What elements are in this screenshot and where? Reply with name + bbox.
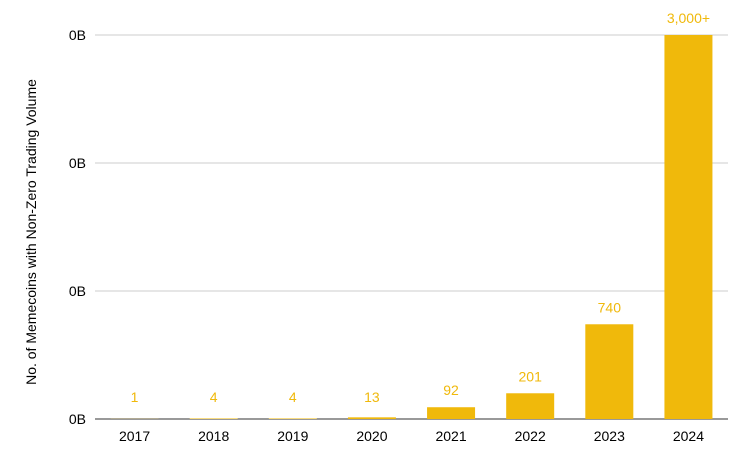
data-label: 740 <box>598 299 622 315</box>
bar <box>585 324 634 419</box>
y-axis-title: No. of Memecoins with Non-Zero Trading V… <box>23 79 39 385</box>
x-tick-label: 2019 <box>277 428 308 444</box>
x-tick-label: 2023 <box>594 428 625 444</box>
bar <box>664 35 713 419</box>
data-label: 4 <box>289 389 297 405</box>
y-tick-label: 0B <box>69 411 86 427</box>
bar <box>347 417 396 419</box>
y-tick-label: 0B <box>69 155 86 171</box>
x-tick-label: 2022 <box>515 428 546 444</box>
x-tick-label: 2018 <box>198 428 229 444</box>
bar <box>427 407 476 419</box>
x-tick-label: 2020 <box>356 428 387 444</box>
data-label: 13 <box>364 389 380 405</box>
data-label: 3,000+ <box>667 10 710 26</box>
x-tick-label: 2024 <box>673 428 704 444</box>
x-tick-label: 2017 <box>119 428 150 444</box>
y-tick-label: 0B <box>69 283 86 299</box>
x-tick-label: 2021 <box>435 428 466 444</box>
data-label: 92 <box>443 382 459 398</box>
data-label: 4 <box>210 389 218 405</box>
bar <box>268 418 317 419</box>
data-label: 1 <box>131 389 139 405</box>
y-tick-label: 0B <box>69 27 86 43</box>
data-label: 201 <box>519 368 543 384</box>
bar <box>506 393 555 419</box>
bar <box>189 418 238 419</box>
